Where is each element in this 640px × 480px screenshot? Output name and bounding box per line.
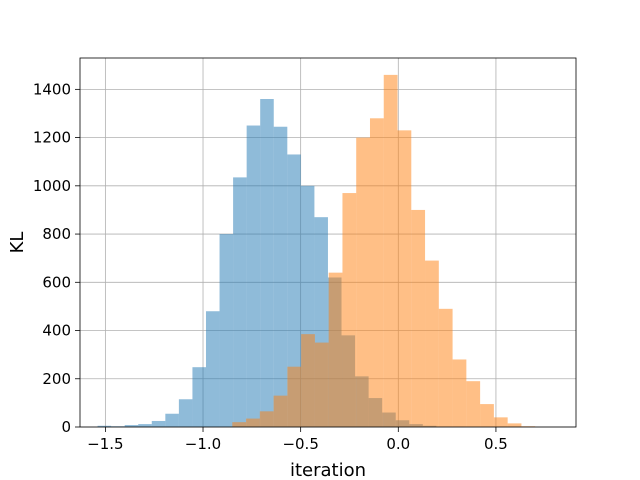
histogram-bar-series-2	[259, 411, 274, 427]
y-tick-label: 200	[42, 370, 71, 388]
plot-frame	[79, 57, 577, 428]
histogram-bar-series-1	[165, 413, 179, 427]
histogram-bar-series-1	[205, 311, 220, 427]
histogram-bar-series-2	[342, 193, 357, 427]
histogram-bar-series-2	[356, 137, 370, 427]
x-tick-label: −1.0	[185, 435, 221, 453]
histogram-bar-series-2	[232, 422, 247, 427]
histogram-bar-series-1	[287, 154, 301, 427]
y-tick-label: 1000	[33, 177, 71, 195]
histogram-bar-series-2	[452, 359, 467, 427]
histogram-bar-series-1	[138, 424, 152, 427]
histogram-bar-series-1	[151, 420, 166, 427]
histogram-bar-series-2	[369, 118, 384, 427]
y-tick-label: 0	[61, 418, 71, 436]
histogram-bar-series-2	[301, 334, 315, 427]
x-axis-ticks: −1.5 −1.0 −0.5 0.0 0.5	[87, 427, 508, 453]
histogram-bar-series-2	[314, 342, 329, 427]
histogram-bar-series-2	[287, 366, 302, 427]
histogram-bar-series-1	[178, 399, 193, 427]
y-tick-label: 800	[42, 225, 71, 243]
histogram-bar-series-1	[124, 425, 139, 427]
histogram-bar-series-1	[260, 99, 274, 427]
y-tick-label: 1200	[33, 129, 71, 147]
histogram-bar-series-2	[411, 209, 426, 427]
histogram-bars	[97, 74, 536, 427]
x-tick-label: 0.5	[484, 435, 508, 453]
x-tick-label: 0.0	[386, 435, 410, 453]
y-axis-ticks: 0 200 400 600 800 1000 1200 1400	[33, 80, 80, 436]
histogram-bar-series-2	[425, 260, 439, 427]
histogram-bar-series-2	[383, 74, 398, 427]
histogram-bar-series-1	[246, 125, 261, 427]
histogram-bar-series-2	[507, 423, 522, 427]
histogram-bar-series-2	[466, 381, 481, 427]
histogram-bar-series-2	[493, 417, 508, 427]
y-tick-label: 1400	[33, 80, 71, 98]
histogram-bar-series-2	[328, 272, 343, 427]
x-tick-label: −1.5	[87, 435, 123, 453]
histogram-bar-series-2	[438, 308, 453, 427]
histogram-bar-series-2	[397, 130, 412, 427]
histogram-bar-series-1	[97, 425, 112, 427]
x-axis-label: iteration	[290, 460, 366, 480]
y-tick-label: 400	[42, 322, 71, 340]
histogram-bar-series-2	[480, 404, 494, 427]
y-tick-label: 600	[42, 273, 71, 291]
histogram-bar-series-1	[273, 126, 288, 427]
x-tick-label: −0.5	[282, 435, 318, 453]
histogram-bar-series-1	[233, 177, 247, 427]
y-axis-label: KL	[7, 232, 28, 254]
histogram-bar-series-2	[246, 418, 260, 427]
histogram-bar-series-2	[273, 395, 288, 427]
histogram-bar-series-1	[192, 367, 206, 427]
histogram-bar-series-1	[219, 234, 234, 427]
